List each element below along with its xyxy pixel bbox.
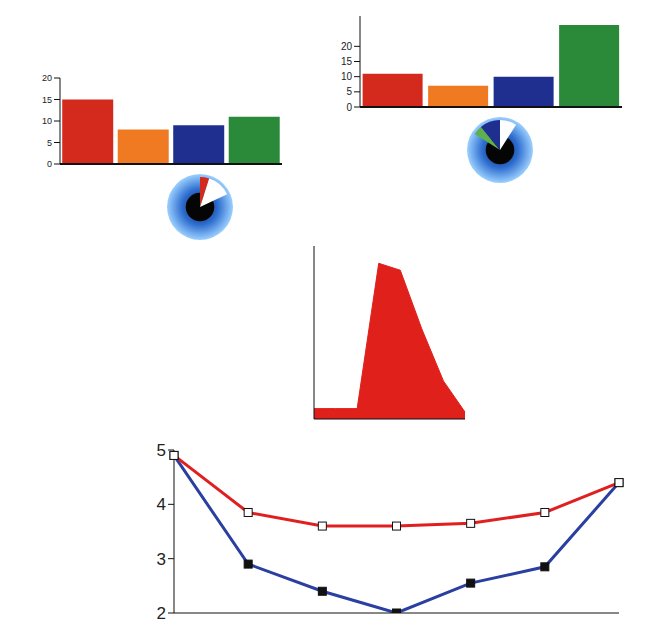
svg-text:5: 5 [157, 441, 166, 460]
svg-text:20: 20 [341, 41, 353, 52]
svg-text:3: 3 [157, 550, 166, 569]
svg-text:5: 5 [346, 86, 352, 97]
svg-text:4: 4 [157, 495, 166, 514]
svg-text:5: 5 [47, 138, 52, 148]
svg-text:2: 2 [157, 604, 166, 623]
svg-text:0: 0 [346, 102, 352, 113]
svg-text:0: 0 [47, 159, 52, 169]
svg-text:15: 15 [341, 56, 353, 67]
svg-text:20: 20 [42, 73, 52, 83]
svg-text:15: 15 [42, 95, 52, 105]
svg-text:10: 10 [42, 116, 52, 126]
svg-text:10: 10 [341, 71, 353, 82]
